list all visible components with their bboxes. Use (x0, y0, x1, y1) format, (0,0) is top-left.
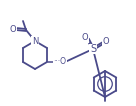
Text: N: N (32, 36, 38, 45)
Text: ···O: ···O (53, 56, 67, 66)
Text: O: O (82, 33, 88, 43)
Text: S: S (90, 44, 96, 54)
Text: O: O (10, 24, 16, 33)
Text: O: O (103, 38, 109, 47)
